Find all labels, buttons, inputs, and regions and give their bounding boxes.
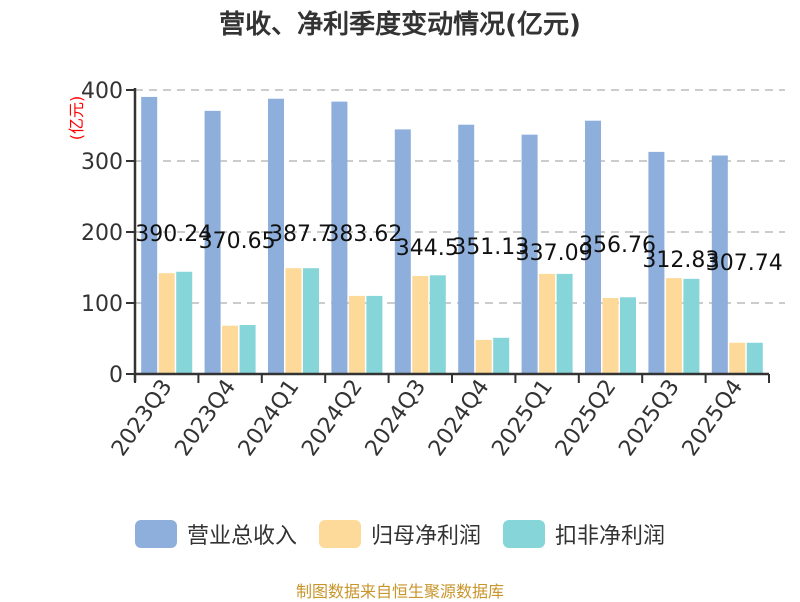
- bar-revenue[interactable]: [394, 129, 411, 374]
- bar-revenue[interactable]: [648, 151, 665, 374]
- data-label-revenue: 356.76: [579, 233, 656, 258]
- bar-net-profit-deducted[interactable]: [746, 342, 763, 374]
- y-tick-label: 300: [81, 150, 123, 175]
- legend-item-revenue[interactable]: 营业总收入: [134, 518, 297, 550]
- legend-swatch-revenue: [134, 520, 177, 548]
- y-tick-label: 0: [109, 363, 123, 388]
- bar-revenue[interactable]: [204, 110, 221, 374]
- data-label-revenue: 390.24: [135, 222, 212, 247]
- y-tick-label: 400: [81, 79, 123, 104]
- bar-revenue[interactable]: [268, 98, 284, 374]
- data-label-revenue: 312.83: [642, 248, 719, 273]
- source-note: 制图数据来自恒生聚源数据库: [295, 582, 504, 601]
- data-label-revenue: 344.5: [396, 236, 459, 261]
- data-label-revenue: 307.74: [706, 251, 783, 276]
- bar-net-profit-parent[interactable]: [729, 342, 746, 374]
- bar-net-profit-deducted[interactable]: [429, 275, 446, 374]
- bar-net-profit-parent[interactable]: [222, 325, 239, 374]
- legend-swatch-net-profit-parent: [318, 520, 361, 548]
- data-label-revenue: 370.65: [199, 229, 276, 254]
- data-label-revenue: 383.62: [325, 222, 402, 247]
- x-tick-label: 2025Q3: [614, 375, 685, 461]
- bar-net-profit-deducted[interactable]: [239, 325, 256, 374]
- bar-revenue[interactable]: [521, 134, 538, 374]
- legend-swatch-net-profit-deducted: [503, 520, 545, 548]
- x-tick-label: 2025Q2: [551, 375, 622, 461]
- bar-revenue[interactable]: [458, 124, 475, 375]
- bar-net-profit-parent[interactable]: [539, 273, 556, 374]
- bar-net-profit-deducted[interactable]: [556, 273, 573, 374]
- bar-net-profit-parent[interactable]: [602, 298, 619, 374]
- bar-net-profit-deducted[interactable]: [303, 268, 319, 374]
- legend-label: 归母净利润: [370, 524, 481, 549]
- x-tick-label: 2024Q4: [424, 375, 495, 461]
- x-tick-label: 2024Q1: [234, 375, 305, 461]
- bar-net-profit-parent[interactable]: [348, 295, 365, 374]
- x-tick-label: 2025Q1: [487, 375, 558, 461]
- y-axis-unit-label: (亿元): [67, 96, 86, 141]
- legend-item-net-profit-deducted[interactable]: 扣非净利润: [503, 518, 665, 550]
- y-tick-label: 200: [81, 221, 123, 246]
- bar-net-profit-deducted[interactable]: [493, 337, 510, 374]
- chart-title: 营收、净利季度变动情况(亿元): [219, 10, 581, 40]
- x-tick-label: 2025Q4: [678, 375, 749, 461]
- bar-net-profit-deducted[interactable]: [683, 278, 700, 374]
- data-label-revenue: 337.09: [516, 241, 593, 266]
- bar-net-profit-deducted[interactable]: [620, 297, 636, 374]
- x-tick-label: 2024Q2: [297, 375, 368, 461]
- bar-revenue[interactable]: [331, 101, 348, 375]
- bar-net-profit-parent[interactable]: [285, 268, 302, 374]
- bar-net-profit-parent[interactable]: [412, 276, 429, 374]
- x-tick-label: 2024Q3: [361, 375, 432, 461]
- bar-net-profit-parent[interactable]: [158, 273, 175, 374]
- bar-revenue[interactable]: [141, 96, 158, 375]
- legend-item-net-profit-parent[interactable]: 归母净利润: [318, 518, 481, 550]
- bar-net-profit-deducted[interactable]: [366, 295, 383, 374]
- y-tick-label: 100: [81, 292, 123, 317]
- bar-net-profit-parent[interactable]: [665, 278, 682, 374]
- legend-label: 扣非净利润: [555, 524, 666, 549]
- legend-label: 营业总收入: [186, 524, 297, 549]
- bar-net-profit-parent[interactable]: [475, 339, 492, 374]
- bar-net-profit-deducted[interactable]: [176, 271, 193, 374]
- bar-revenue[interactable]: [711, 155, 728, 374]
- bar-revenue[interactable]: [585, 120, 601, 374]
- data-label-revenue: 351.13: [452, 235, 529, 260]
- legend: 营业总收入 归母净利润 扣非净利润: [0, 518, 800, 550]
- x-tick-label: 2023Q4: [170, 375, 241, 461]
- data-label-revenue: 387.7: [269, 222, 332, 247]
